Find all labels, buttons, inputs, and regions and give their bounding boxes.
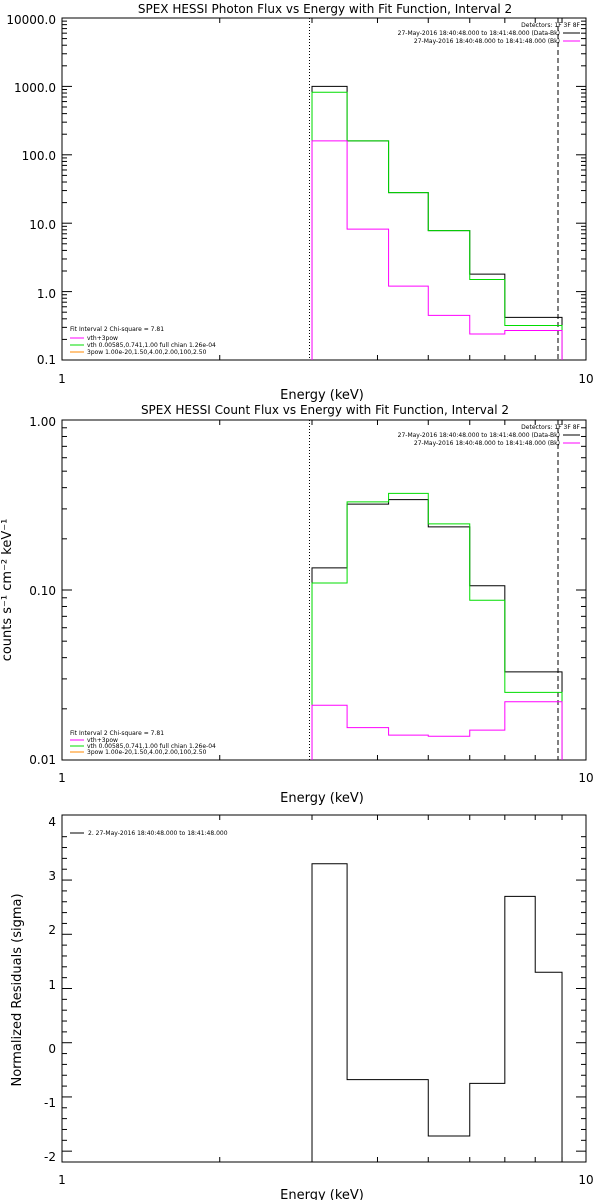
- panel2-ticks: [61, 419, 587, 761]
- panel1-legend-right-1: 27-May-2016 18:40:48.000 to 18:41:48.000…: [414, 38, 560, 45]
- panel1-series-fit: [311, 91, 563, 360]
- panel1-xtick-10: 10: [578, 372, 593, 386]
- panel2-xlabel: Energy (keV): [280, 791, 364, 806]
- panel2-ylabel: counts s⁻¹ cm⁻² keV⁻¹: [0, 519, 15, 662]
- panel1-legend-right-0: 27-May-2016 18:40:48.000 to 18:41:48.000…: [398, 30, 560, 37]
- panel1-ytick-10000: 10000.0: [6, 13, 56, 27]
- panel3-legend: 2. 27-May-2016 18:40:48.000 to 18:41:48.…: [88, 830, 228, 837]
- panel3-xtick-10: 10: [578, 1173, 593, 1187]
- panel2-series-fit: [311, 492, 563, 760]
- panel2-xtick-10: 10: [578, 771, 593, 785]
- photon-flux-panel: SPEX HESSI Photon Flux vs Energy with Fi…: [6, 2, 593, 403]
- panel1-ytick-0.1: 0.1: [37, 353, 56, 367]
- panel1-ticks: [61, 17, 587, 361]
- panel1-title: SPEX HESSI Photon Flux vs Energy with Fi…: [138, 2, 512, 16]
- panel1-ytick-1: 1.0: [37, 287, 56, 301]
- panel1-legend-left-1: vth+3pow: [87, 335, 118, 342]
- panel1-frame: [61, 17, 587, 361]
- panel2-legend-left-0: Fit Interval 2 Chi-square = 7.81: [70, 730, 164, 737]
- panel3-ytick-0: 0: [48, 1042, 56, 1056]
- panel1-legend-left-0: Fit Interval 2 Chi-square = 7.81: [70, 326, 164, 333]
- count-flux-panel: SPEX HESSI Count Flux vs Energy with Fit…: [0, 403, 594, 806]
- panel3-ylabel: Normalized Residuals (sigma): [10, 893, 25, 1086]
- panel2-legend-right-1: 27-May-2016 18:40:48.000 to 18:41:48.000…: [414, 440, 560, 447]
- panel3-ytick-neg1: -1: [44, 1096, 56, 1110]
- panel1-ytick-100: 100.0: [22, 149, 56, 163]
- residuals-panel: 4 3 2 1 0 -1 -2 1 10 Energy (keV) Normal…: [10, 814, 594, 1200]
- panel1-detectors: Detectors: 1F 3F 8F: [521, 22, 580, 29]
- panel3-ytick-3: 3: [48, 869, 56, 883]
- panel3-series-residuals: [311, 863, 563, 1162]
- panel3-ytick-4: 4: [48, 815, 56, 829]
- panel2-legend-right-0: 27-May-2016 18:40:48.000 to 18:41:48.000…: [398, 432, 560, 439]
- panel2-ytick-0.01: 0.01: [29, 753, 56, 767]
- panel1-xlabel: Energy (keV): [280, 388, 364, 403]
- panel2-series-data-bk: [311, 499, 563, 760]
- panel1-ytick-1000: 1000.0: [14, 81, 56, 95]
- panel3-ticks: [61, 815, 587, 1162]
- panel1-ytick-10: 10.0: [29, 218, 56, 232]
- panel2-legend-left-2: vth 0.00585,0.741,1.00 full chian 1.26e-…: [87, 743, 216, 750]
- panel2-series-bk: [311, 701, 563, 760]
- panel1-legend-left-3: 3pow 1.00e-20,1.50,4.00,2.00,100,2.50: [87, 349, 207, 356]
- panel2-detectors: Detectors: 1F 3F 8F: [521, 424, 580, 431]
- panel2-ytick-0.10: 0.10: [29, 584, 56, 598]
- panel1-xtick-1: 1: [58, 372, 66, 386]
- panel3-xtick-1: 1: [58, 1173, 66, 1187]
- panel1-legend-left-2: vth 0.00585,0.741,1.00 full chian 1.26e-…: [87, 342, 216, 349]
- panel2-title: SPEX HESSI Count Flux vs Energy with Fit…: [141, 403, 509, 417]
- panel2-legend-left-1: vth+3pow: [87, 737, 118, 744]
- panel2-xtick-1: 1: [58, 771, 66, 785]
- panel2-frame: [61, 419, 587, 761]
- panel1-series-bk: [311, 140, 563, 360]
- panel2-legend-left-3: 3pow 1.00e-20,1.50,4.00,2.00,100,2.50: [87, 749, 207, 756]
- panel3-ytick-neg2: -2: [44, 1150, 56, 1164]
- panel3-frame: [61, 814, 587, 1163]
- panel3-xlabel: Energy (keV): [280, 1188, 364, 1200]
- panel3-ytick-1: 1: [48, 978, 56, 992]
- panel2-ytick-1.00: 1.00: [29, 415, 56, 429]
- panel1-series-data-bk: [311, 85, 563, 360]
- panel3-ytick-2: 2: [48, 923, 56, 937]
